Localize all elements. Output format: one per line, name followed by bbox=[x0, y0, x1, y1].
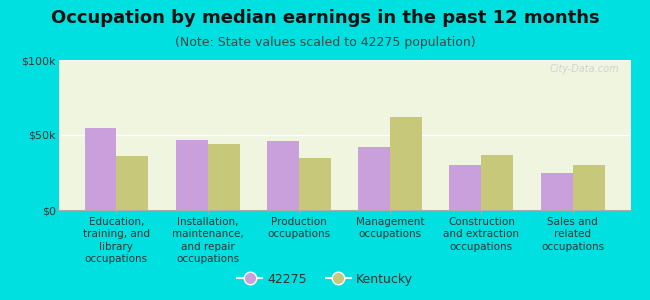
Bar bbox=[390, 117, 422, 210]
Bar bbox=[541, 172, 573, 210]
Bar bbox=[482, 154, 514, 210]
Bar bbox=[358, 147, 390, 210]
Bar bbox=[116, 156, 148, 210]
Text: Occupation by median earnings in the past 12 months: Occupation by median earnings in the pas… bbox=[51, 9, 599, 27]
Legend: 42275, Kentucky: 42275, Kentucky bbox=[232, 268, 418, 291]
Text: (Note: State values scaled to 42275 population): (Note: State values scaled to 42275 popu… bbox=[175, 36, 475, 49]
Bar bbox=[176, 140, 207, 210]
Bar bbox=[207, 144, 240, 210]
Bar bbox=[267, 141, 299, 210]
Bar bbox=[84, 128, 116, 210]
Bar bbox=[449, 165, 482, 210]
Bar bbox=[573, 165, 604, 210]
Text: City-Data.com: City-Data.com bbox=[549, 64, 619, 74]
Bar bbox=[299, 158, 331, 210]
